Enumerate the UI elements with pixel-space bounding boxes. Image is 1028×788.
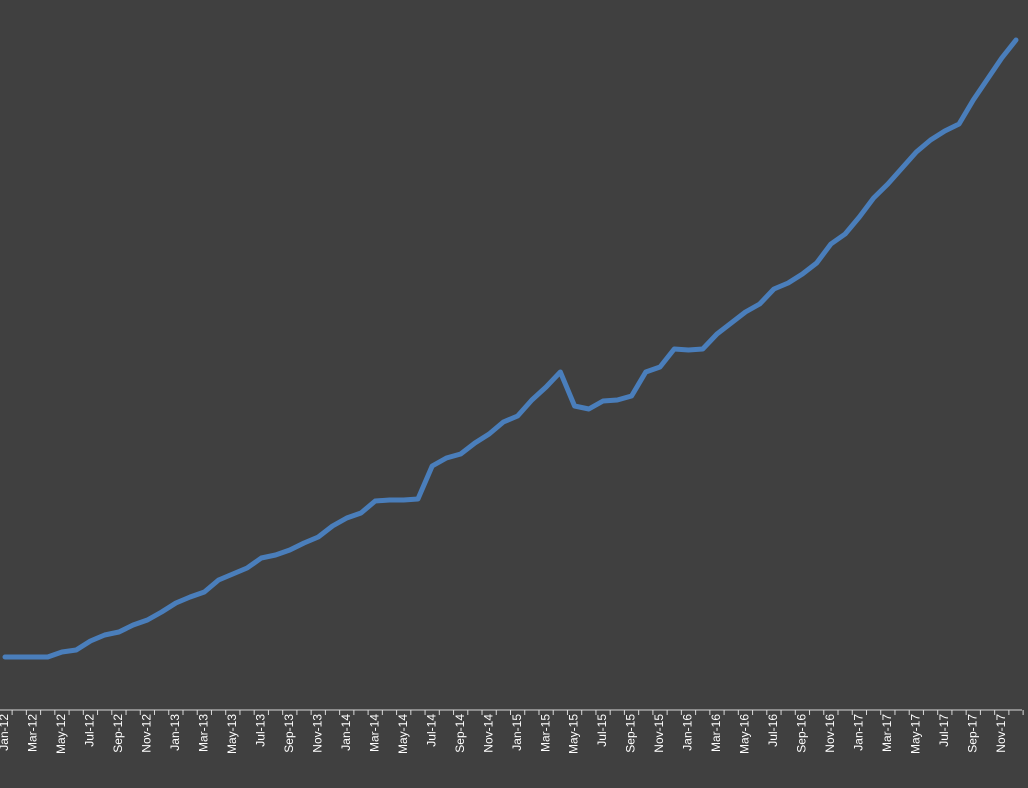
x-tick-label: May-15 <box>567 714 581 754</box>
x-tick-label: May-12 <box>54 714 68 754</box>
x-tick-label: Sep-15 <box>624 714 638 753</box>
x-tick-label: Mar-14 <box>367 714 381 752</box>
x-tick-label: Mar-15 <box>538 714 552 752</box>
x-tick-label: Jan-12 <box>0 714 11 751</box>
x-tick-label: Sep-16 <box>795 714 809 753</box>
x-tick-label: May-17 <box>908 714 922 754</box>
x-tick-label: Jul-15 <box>595 714 609 747</box>
x-tick-label: Nov-16 <box>823 714 837 753</box>
x-tick-label: Jul-16 <box>766 714 780 747</box>
x-tick-label: May-13 <box>225 714 239 754</box>
x-tick-label: Mar-17 <box>880 714 894 752</box>
x-tick-label: Nov-14 <box>481 714 495 753</box>
x-tick-label: Jul-17 <box>937 714 951 747</box>
x-tick-label: Jul-13 <box>253 714 267 747</box>
x-tick-label: Jul-14 <box>424 714 438 747</box>
x-tick-label: Mar-12 <box>26 714 40 752</box>
x-tick-label: Nov-12 <box>140 714 154 753</box>
x-tick-label: Nov-17 <box>994 714 1008 753</box>
x-tick-label: Jul-12 <box>83 714 97 747</box>
x-tick-label: Jan-15 <box>510 714 524 751</box>
x-tick-label: Sep-17 <box>965 714 979 753</box>
x-tick-label: May-16 <box>738 714 752 754</box>
x-tick-label: Jan-17 <box>852 714 866 751</box>
x-tick-label: Jan-14 <box>339 714 353 751</box>
x-tick-label: Sep-13 <box>282 714 296 753</box>
x-tick-label: Mar-13 <box>197 714 211 752</box>
x-tick-label: Nov-13 <box>310 714 324 753</box>
x-tick-label: Sep-12 <box>111 714 125 753</box>
x-tick-label: Nov-15 <box>652 714 666 753</box>
data-line <box>2 37 1019 660</box>
x-tick-label: Jan-16 <box>681 714 695 751</box>
x-tick-label: Sep-14 <box>453 714 467 753</box>
x-tick-label: Mar-16 <box>709 714 723 752</box>
x-tick-label: Jan-13 <box>168 714 182 751</box>
x-tick-label: May-14 <box>396 714 410 754</box>
